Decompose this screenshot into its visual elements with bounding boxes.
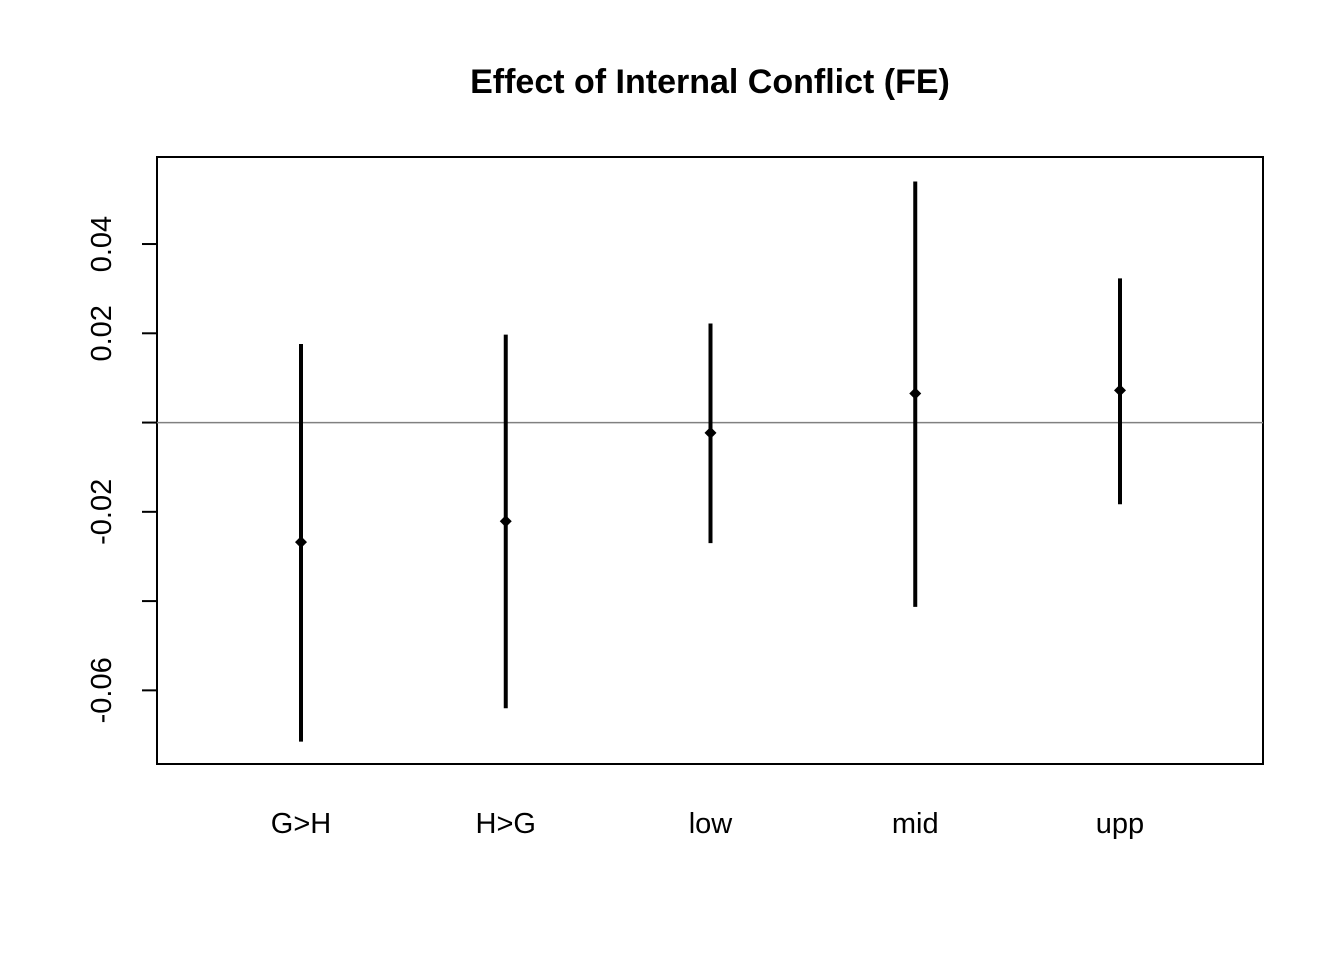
plot-area: -0.06 -0.02 0.02 0.04 G>H H>G low mid upp — [86, 156, 1264, 840]
chart-title: Effect of Internal Conflict (FE) — [470, 63, 950, 101]
point-estimate — [909, 387, 922, 400]
x-category-label: mid — [892, 808, 939, 840]
point-estimate — [499, 515, 512, 528]
y-tick-label: -0.02 — [86, 479, 118, 545]
y-tick-label: 0.02 — [86, 305, 118, 361]
point-estimate — [704, 426, 717, 439]
point-estimate — [295, 536, 307, 549]
x-category-label: low — [689, 808, 734, 840]
plot-frame — [156, 156, 1264, 765]
y-tick-label: 0.04 — [86, 216, 118, 272]
x-category-label: H>G — [476, 808, 536, 840]
x-category-label: G>H — [271, 808, 331, 840]
x-category-label: upp — [1096, 808, 1144, 840]
y-tick-label: -0.06 — [86, 657, 118, 723]
point-estimate — [1114, 384, 1126, 397]
